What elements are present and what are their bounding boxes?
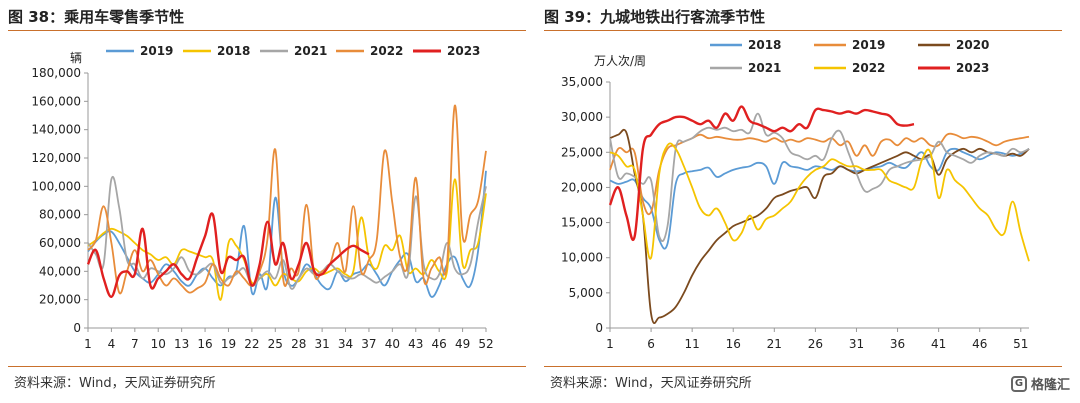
y-tick-label: 10,000 <box>561 251 603 265</box>
chart-title: 图 38：乘用车零售季节性 <box>8 8 185 26</box>
y-tick-label: 140,000 <box>31 123 81 137</box>
x-tick-label: 26 <box>808 337 823 351</box>
y-tick-label: 35,000 <box>561 75 603 89</box>
legend-label-2022: 2022 <box>370 44 403 58</box>
x-tick-label: 31 <box>314 337 329 351</box>
source-note: 资料来源：Wind，天风证券研究所 <box>550 376 752 391</box>
y-tick-label: 5,000 <box>569 286 603 300</box>
y-tick-label: 25,000 <box>561 145 603 159</box>
chart-panel-right: 图 39：九城地铁出行客流季节性 0 5,000 10,000 15,000 20,00… <box>544 0 1064 403</box>
y-axis-label: 辆 <box>70 51 82 65</box>
chart-title: 图 39：九城地铁出行客流季节性 <box>544 8 766 26</box>
chart-right-plot: 0 5,000 10,000 15,000 20,000 25,000 30,000 35,0… <box>561 38 1030 351</box>
legend-label-2019: 2019 <box>852 38 885 52</box>
legend-label-2023: 2023 <box>956 61 989 75</box>
x-tick-label: 51 <box>1013 337 1028 351</box>
y-tick-label: 0 <box>73 321 81 335</box>
x-tick-label: 52 <box>478 337 493 351</box>
y-tick-label: 40,000 <box>39 264 81 278</box>
x-tick-label: 13 <box>174 337 189 351</box>
x-tick-label: 40 <box>385 337 400 351</box>
series-line-2020 <box>609 128 1030 325</box>
series-line-2019 <box>609 132 1030 216</box>
y-tick-label: 60,000 <box>39 236 81 250</box>
x-tick-label: 10 <box>151 337 166 351</box>
y-tick-label: 20,000 <box>39 293 81 307</box>
y-tick-label: 80,000 <box>39 208 81 222</box>
x-tick-label: 31 <box>849 337 864 351</box>
legend-label-2019: 2019 <box>140 44 173 58</box>
watermark-logo-icon: G <box>1010 375 1027 392</box>
legend-label-2021: 2021 <box>294 44 327 58</box>
source-note: 资料来源：Wind，天风证券研究所 <box>14 376 216 391</box>
chart-left-plot: 0 20,000 40,000 60,000 80,000 100,000 120,000 1… <box>31 44 493 351</box>
series-line-2023 <box>608 105 915 241</box>
y-axis-label: 万人次/周 <box>594 54 646 68</box>
y-tick-label: 120,000 <box>31 151 81 165</box>
x-tick-label: 19 <box>221 337 236 351</box>
series-line-2018 <box>609 147 1030 250</box>
x-tick-label: 37 <box>361 337 376 351</box>
x-tick-label: 43 <box>408 337 423 351</box>
y-tick-label: 160,000 <box>31 94 81 108</box>
legend-label-2022: 2022 <box>852 61 885 75</box>
y-tick-label: 30,000 <box>561 110 603 124</box>
x-tick-label: 25 <box>268 337 283 351</box>
chart-panel-left: 图 38：乘用车零售季节性 0 20,000 40,000 60,000 80,000 1… <box>8 0 528 403</box>
series-line-2019 <box>87 170 487 298</box>
x-tick-label: 1 <box>606 337 614 351</box>
legend-label-2021: 2021 <box>748 61 781 75</box>
x-tick-label: 41 <box>931 337 946 351</box>
x-tick-label: 11 <box>685 337 700 351</box>
watermark: G 格隆汇 <box>1010 374 1070 393</box>
y-tick-label: 100,000 <box>31 179 81 193</box>
y-tick-label: 0 <box>595 321 603 335</box>
x-tick-label: 4 <box>108 337 116 351</box>
x-tick-label: 34 <box>338 337 353 351</box>
legend-label-2020: 2020 <box>956 38 989 52</box>
x-tick-label: 46 <box>432 337 447 351</box>
legend-label-2023: 2023 <box>447 44 480 58</box>
series-line-2023 <box>86 212 370 298</box>
series-line-2022 <box>87 104 487 295</box>
x-tick-label: 7 <box>131 337 139 351</box>
title-divider <box>8 30 526 31</box>
watermark-text: 格隆汇 <box>1030 378 1070 393</box>
source-divider <box>8 366 526 367</box>
y-tick-label: 20,000 <box>561 180 603 194</box>
x-tick-label: 21 <box>767 337 782 351</box>
source-divider <box>544 366 1062 367</box>
x-tick-label: 16 <box>197 337 212 351</box>
legend-label-2018: 2018 <box>748 38 781 52</box>
x-tick-label: 36 <box>890 337 905 351</box>
series-line-2022 <box>609 142 1030 262</box>
title-divider <box>544 30 1062 31</box>
x-tick-label: 49 <box>455 337 470 351</box>
x-tick-label: 16 <box>726 337 741 351</box>
x-tick-label: 28 <box>291 337 306 351</box>
y-tick-label: 15,000 <box>561 216 603 230</box>
x-tick-label: 46 <box>972 337 987 351</box>
legend-label-2018: 2018 <box>217 44 250 58</box>
series-line-2021 <box>609 112 1030 242</box>
x-tick-label: 22 <box>244 337 259 351</box>
x-tick-label: 6 <box>647 337 655 351</box>
x-tick-label: 1 <box>84 337 92 351</box>
y-tick-label: 180,000 <box>31 66 81 80</box>
